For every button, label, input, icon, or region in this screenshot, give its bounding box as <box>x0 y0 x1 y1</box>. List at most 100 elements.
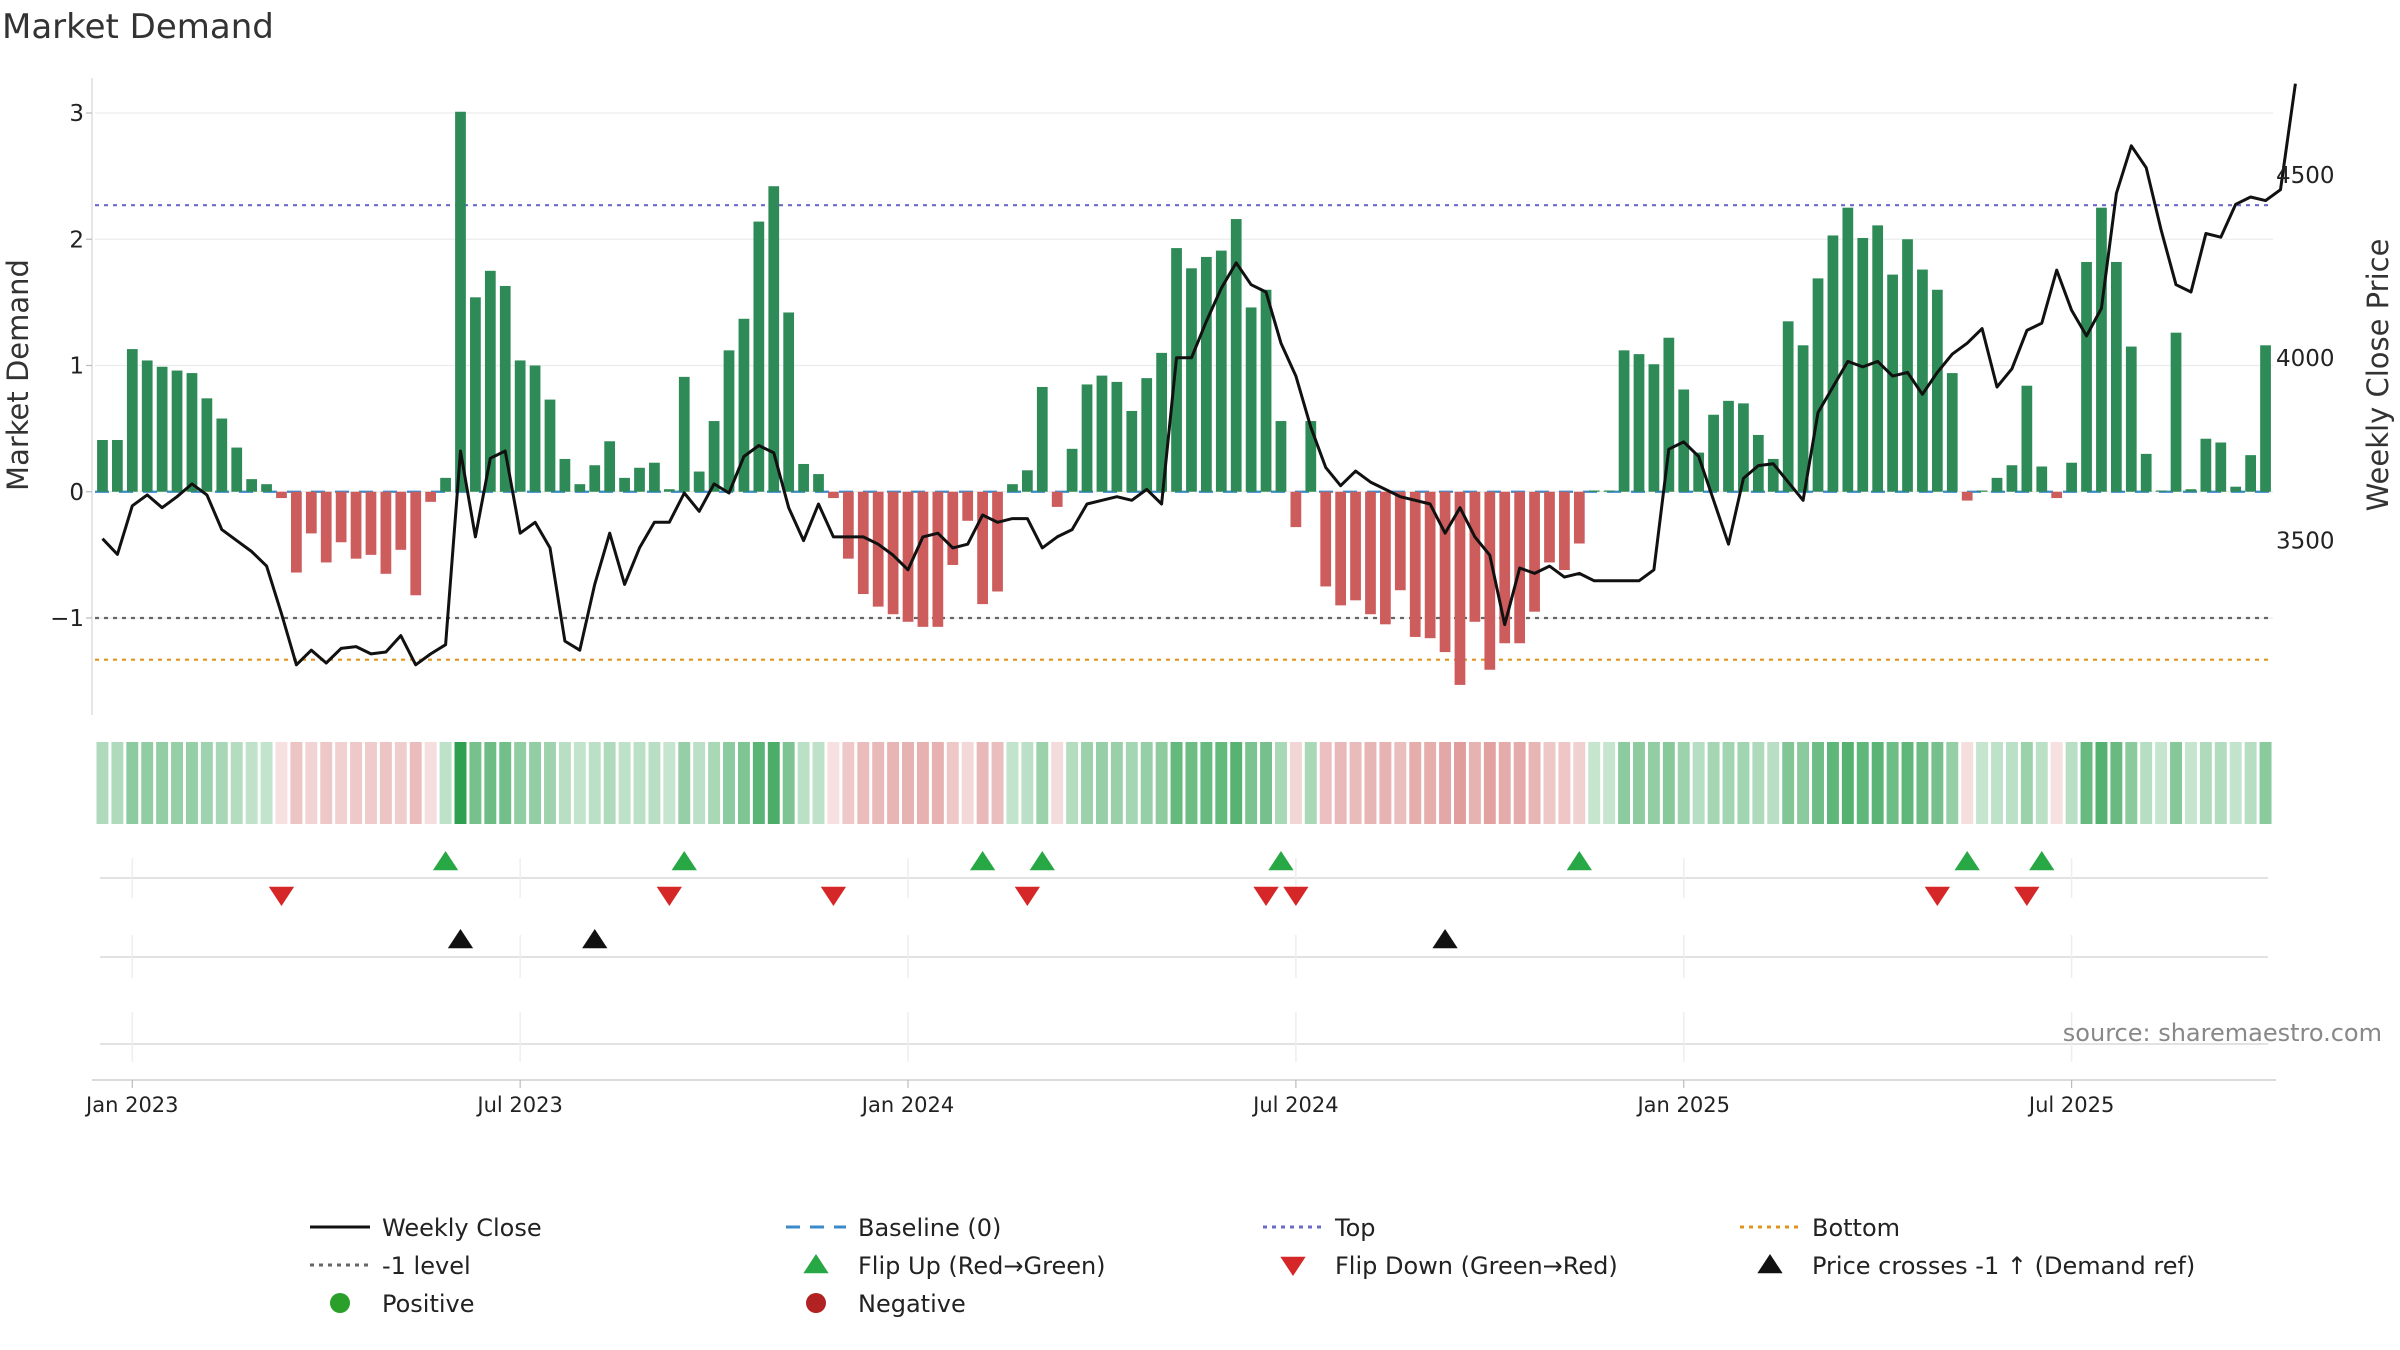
demand-bar <box>753 221 765 492</box>
legend-marker-positive <box>330 1293 350 1313</box>
demand-bar <box>529 365 541 492</box>
legend-label-top: Top <box>1334 1214 1376 1242</box>
demand-bar <box>2096 207 2107 492</box>
heat-cell <box>1215 742 1228 824</box>
demand-bar <box>126 349 138 492</box>
weekly-close-line-layer <box>101 83 2297 667</box>
demand-bar <box>1812 278 1824 492</box>
demand-bar <box>305 491 317 534</box>
heat-cell <box>1782 742 1795 824</box>
heat-cell <box>1633 742 1645 824</box>
right-tick-label: 4000 <box>2276 346 2335 372</box>
demand-bar <box>1857 237 1869 492</box>
heat-cell <box>1647 742 1660 824</box>
heat-cell <box>603 742 616 824</box>
flip-up-marker <box>1954 851 1980 871</box>
heat-cell <box>1931 742 1944 824</box>
heat-cell <box>2199 742 2212 824</box>
heat-cell <box>1394 742 1407 824</box>
heat-cell <box>1289 742 1302 824</box>
demand-bar <box>1946 373 1958 492</box>
demand-bar <box>932 491 944 627</box>
demand-bar <box>813 474 824 492</box>
heat-cell <box>842 742 855 824</box>
demand-bar <box>1902 239 1913 492</box>
demand-bar <box>1021 470 1033 492</box>
demand-bar <box>2125 346 2137 492</box>
demand-bar <box>1618 350 1630 492</box>
heat-cell <box>350 742 363 824</box>
demand-bar <box>842 491 854 559</box>
heat-cell <box>1841 742 1854 824</box>
demand-bar <box>1126 410 1138 492</box>
demand-bar <box>1767 458 1779 492</box>
heat-cell <box>1095 742 1108 824</box>
heat-cell <box>499 742 512 824</box>
demand-bar <box>1752 434 1764 492</box>
heat-cell <box>2244 742 2257 824</box>
demand-bar <box>887 491 899 615</box>
demand-bar <box>1245 307 1257 492</box>
legend-label-flip-down: Flip Down (Green→Red) <box>1335 1252 1618 1280</box>
demand-bar <box>544 399 556 492</box>
demand-bar <box>2036 466 2048 492</box>
legend-label-flip-up: Flip Up (Red→Green) <box>858 1252 1106 1280</box>
heat-cell <box>946 742 959 824</box>
demand-bar <box>1842 207 1854 492</box>
heat-cell <box>1349 742 1362 824</box>
axes: 3 2 1 0 −1 4500 4000 3500 <box>50 78 2335 715</box>
demand-bar <box>1365 491 1376 615</box>
demand-bar <box>962 491 974 521</box>
heat-cell <box>1304 742 1317 824</box>
heat-cell <box>320 742 333 824</box>
legend-marker-flip-down <box>1280 1256 1306 1276</box>
heat-cell <box>1692 742 1705 824</box>
demand-bar <box>1648 364 1660 492</box>
heat-cell <box>1110 742 1123 824</box>
heat-cell <box>2035 742 2048 824</box>
heat-cell <box>961 742 974 824</box>
heat-cell <box>633 742 646 824</box>
right-tick-label: 3500 <box>2276 529 2335 555</box>
heat-cell <box>1797 742 1810 824</box>
heat-cell <box>708 742 721 824</box>
demand-bar <box>1469 491 1481 622</box>
left-axis-label: Market Demand <box>1 259 35 491</box>
demand-bar <box>992 491 1003 592</box>
heat-cell <box>618 742 631 824</box>
heat-cell <box>1558 742 1571 824</box>
right-axis-label: Weekly Close Price <box>2361 239 2395 512</box>
demand-bar <box>1290 491 1302 528</box>
heat-cell <box>782 742 795 824</box>
heat-cell <box>1871 742 1884 824</box>
legend-label-weekly-close: Weekly Close <box>382 1214 542 1242</box>
heat-cell <box>409 742 422 824</box>
demand-bar <box>97 439 108 492</box>
heat-cell <box>1513 742 1526 824</box>
heat-cell <box>648 742 661 824</box>
heat-cell <box>1498 742 1511 824</box>
flip-up-marker <box>671 851 697 871</box>
demand-bar <box>1096 375 1108 492</box>
demand-bar <box>2006 465 2018 492</box>
demand-bar <box>2185 489 2197 492</box>
heat-cell <box>857 742 870 824</box>
heat-cell <box>1916 742 1929 824</box>
demand-bar <box>828 491 839 499</box>
heat-cell <box>544 742 556 824</box>
demand-bar <box>1603 490 1615 492</box>
demand-bar <box>589 465 601 492</box>
heat-cell <box>1125 742 1138 824</box>
demand-bar <box>470 297 481 492</box>
demand-bar <box>634 467 645 492</box>
heat-cell <box>558 742 571 824</box>
demand-bar <box>1872 225 1884 492</box>
demand-bar <box>1633 354 1645 492</box>
heat-cell <box>1961 742 1974 824</box>
heat-cell <box>1856 742 1869 824</box>
heat-cell <box>2214 742 2227 824</box>
heat-cell <box>1991 742 2003 824</box>
demand-bar <box>1201 256 1212 492</box>
demand-bar <box>1111 381 1123 492</box>
heat-cell <box>245 742 258 824</box>
